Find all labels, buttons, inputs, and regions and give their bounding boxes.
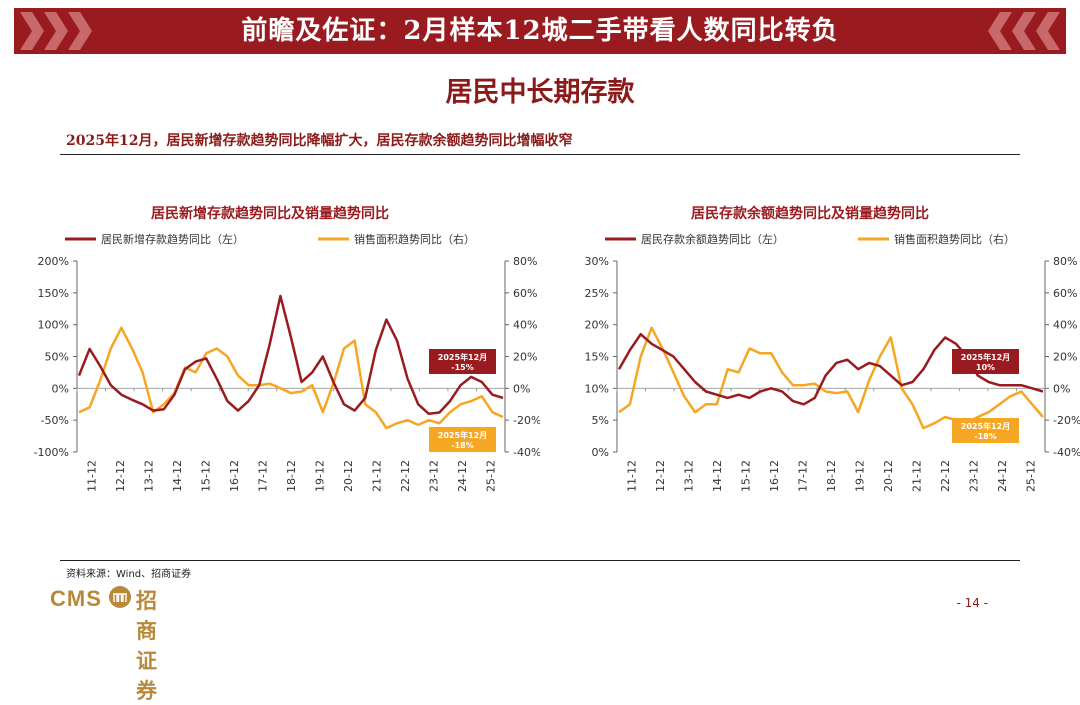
left-tick-label: 10% (585, 382, 609, 395)
right-tick-label: 80% (1053, 255, 1077, 268)
x-tick-label: 18-12 (285, 460, 298, 492)
x-tick-label: 21-12 (371, 460, 384, 492)
right-tick-label: -20% (1053, 414, 1080, 427)
chart-title: 居民新增存款趋势同比及销量趋势同比 (151, 205, 389, 222)
x-tick-label: 21-12 (911, 460, 924, 492)
annotation-box (429, 349, 496, 374)
logo-text-cn: 招商证券 (136, 588, 157, 703)
left-tick-label: 30% (585, 255, 609, 268)
legend-label-left: 居民存款余额趋势同比（左） (641, 232, 784, 246)
right-tick-label: -40% (1053, 446, 1080, 459)
x-tick-label: 24-12 (996, 460, 1009, 492)
left-tick-label: 200% (38, 255, 69, 268)
cms-logo-icon (109, 586, 131, 608)
x-tick-label: 16-12 (768, 460, 781, 492)
legend-label-right: 销售面积趋势同比（右） (354, 232, 475, 246)
left-tick-label: -50% (41, 414, 69, 427)
annotation-date: 2025年12月 (438, 430, 487, 440)
annotation-value: -15% (451, 363, 473, 372)
annotation-value: -18% (451, 441, 473, 450)
x-tick-label: 18-12 (825, 460, 838, 492)
left-tick-label: 15% (585, 351, 609, 364)
right-tick-label: 20% (513, 351, 537, 364)
right-tick-label: 80% (513, 255, 537, 268)
x-tick-label: 20-12 (342, 460, 355, 492)
right-tick-label: 60% (513, 287, 537, 300)
left-tick-label: 20% (585, 319, 609, 332)
annotation-value: 10% (976, 363, 995, 372)
legend-label-left: 居民新增存款趋势同比（左） (101, 232, 244, 246)
x-tick-label: 20-12 (882, 460, 895, 492)
x-tick-label: 15-12 (739, 460, 752, 492)
left-tick-label: 0% (592, 446, 609, 459)
bottom-divider (60, 560, 1020, 561)
left-tick-label: 0% (52, 382, 69, 395)
left-tick-label: 100% (38, 319, 69, 332)
x-tick-label: 23-12 (968, 460, 981, 492)
x-tick-label: 11-12 (625, 460, 638, 492)
x-tick-label: 12-12 (654, 460, 667, 492)
chart-title: 居民存款余额趋势同比及销量趋势同比 (691, 205, 929, 222)
page-number: - 14 - (956, 596, 988, 610)
x-tick-label: 19-12 (854, 460, 867, 492)
x-tick-label: 23-12 (428, 460, 441, 492)
x-tick-label: 19-12 (314, 460, 327, 492)
x-tick-label: 13-12 (142, 460, 155, 492)
x-tick-label: 22-12 (939, 460, 952, 492)
logo-text-en: CMS (50, 586, 102, 611)
annotation-date: 2025年12月 (961, 421, 1010, 431)
left-tick-label: 5% (592, 414, 609, 427)
x-tick-label: 17-12 (256, 460, 269, 492)
series-line-sales-area (78, 326, 504, 430)
legend-label-right: 销售面积趋势同比（右） (894, 232, 1015, 246)
header-banner: 前瞻及佐证：2月样本12城二手带看人数同比转负 (14, 8, 1066, 54)
annotation-box (429, 427, 496, 452)
x-tick-label: 14-12 (171, 460, 184, 492)
right-tick-label: 60% (1053, 287, 1077, 300)
left-tick-label: 50% (45, 351, 69, 364)
annotation-box (952, 418, 1019, 443)
right-tick-label: 40% (1053, 319, 1077, 332)
x-tick-label: 22-12 (399, 460, 412, 492)
right-tick-label: 0% (1053, 382, 1070, 395)
right-tick-label: -20% (513, 414, 540, 427)
x-tick-label: 13-12 (682, 460, 695, 492)
left-tick-label: 25% (585, 287, 609, 300)
right-tick-label: 20% (1053, 351, 1077, 364)
chevron-right-decoration-icon (988, 12, 1060, 50)
right-tick-label: 40% (513, 319, 537, 332)
section-title: 居民中长期存款 (445, 77, 635, 108)
left-tick-label: -100% (34, 446, 69, 459)
right-tick-label: 0% (513, 382, 530, 395)
annotation-value: -18% (974, 432, 996, 441)
series-line-deposits (77, 294, 504, 416)
left-tick-label: 150% (38, 287, 69, 300)
right-tick-label: -40% (513, 446, 540, 459)
x-tick-label: 17-12 (796, 460, 809, 492)
x-tick-label: 12-12 (114, 460, 127, 492)
page-title: 前瞻及佐证：2月样本12城二手带看人数同比转负 (241, 16, 839, 46)
summary-text: 2025年12月，居民新增存款趋势同比降幅扩大，居民存款余额趋势同比增幅收窄 (66, 133, 573, 149)
x-tick-label: 24-12 (456, 460, 469, 492)
x-tick-label: 16-12 (228, 460, 241, 492)
x-tick-label: 15-12 (199, 460, 212, 492)
x-tick-label: 11-12 (85, 460, 98, 492)
x-tick-label: 25-12 (1025, 460, 1038, 492)
x-tick-label: 25-12 (485, 460, 498, 492)
annotation-date: 2025年12月 (438, 352, 487, 362)
top-divider (60, 154, 1020, 155)
x-tick-label: 14-12 (711, 460, 724, 492)
chevron-left-decoration-icon (20, 12, 92, 50)
source-note: 资料来源：Wind、招商证券 (66, 569, 192, 580)
annotation-box (952, 349, 1019, 374)
annotation-date: 2025年12月 (961, 352, 1010, 362)
